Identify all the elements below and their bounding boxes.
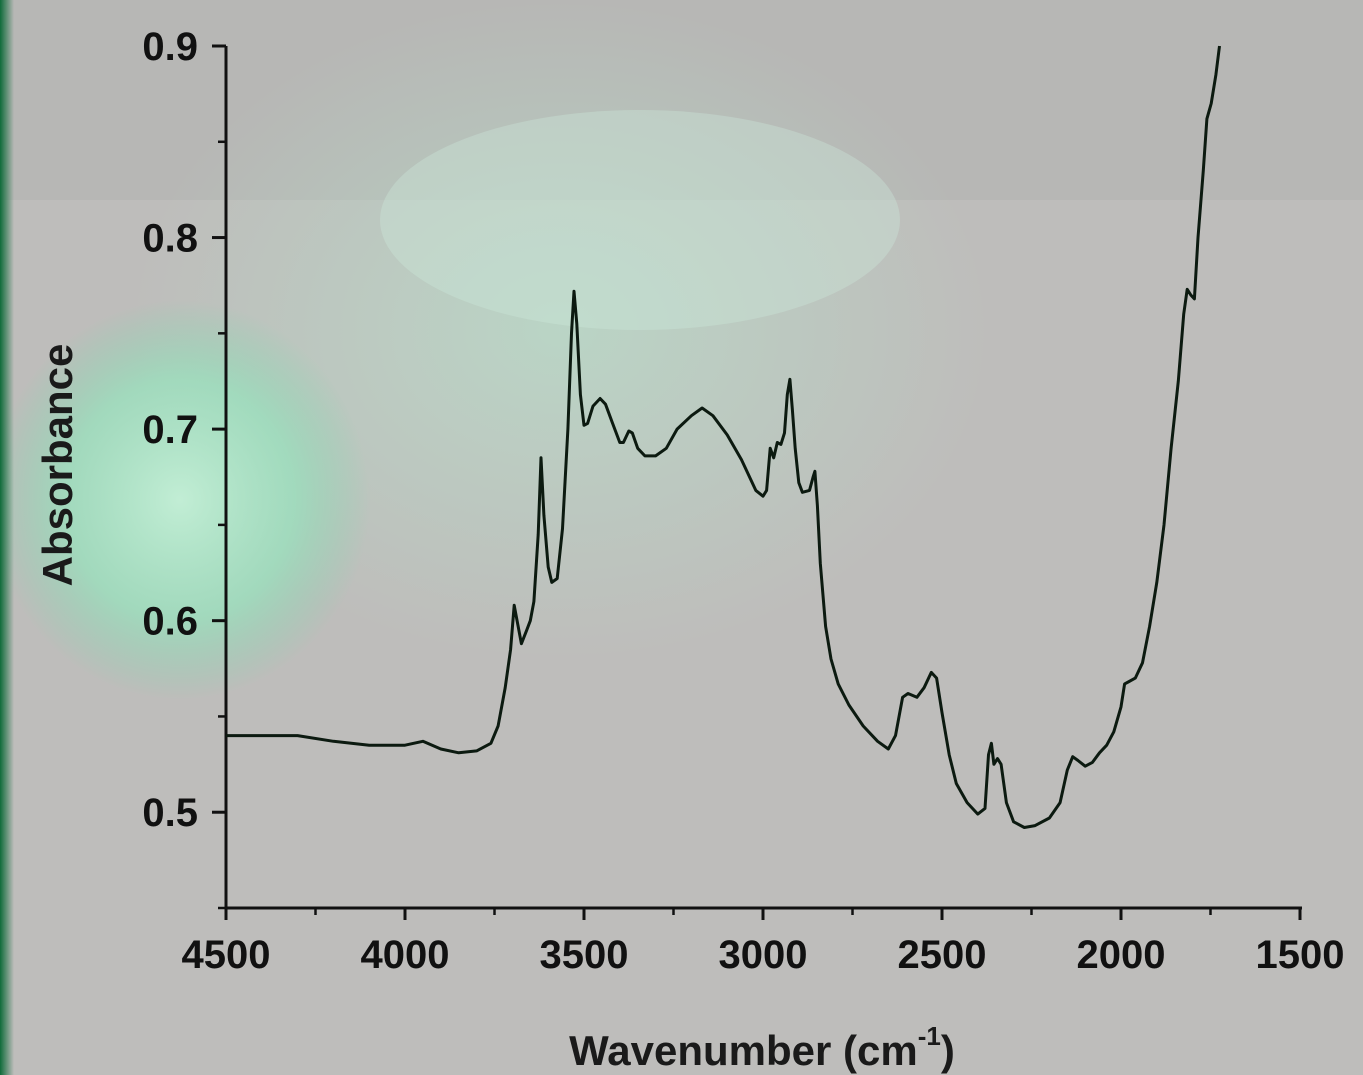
y-tick-label: 0.6 [142,600,198,644]
x-ticks: 4500 4000 3500 3000 2500 2000 1500 [182,908,1345,977]
x-tick-label: 1500 [1256,933,1345,977]
x-tick-label: 4000 [361,933,450,977]
x-tick-label: 2500 [898,933,987,977]
y-axis-title: Absorbance [34,344,81,587]
x-tick-label: 2000 [1077,933,1166,977]
x-axis-title: Wavenumber (cm-1) [569,1021,955,1074]
x-tick-label: 3500 [540,933,629,977]
axes [224,46,1302,910]
y-tick-label: 0.7 [142,408,198,452]
y-tick-label: 0.5 [142,791,198,835]
y-tick-label: 0.9 [142,25,198,69]
x-tick-label: 3000 [719,933,808,977]
absorbance-series-line [226,45,1221,829]
x-tick-label: 4500 [182,933,271,977]
y-tick-label: 0.8 [142,217,198,261]
y-ticks: 0.5 0.6 0.7 0.8 0.9 [142,25,226,910]
x-axis-title-main: Wavenumber (cm [569,1027,918,1074]
x-axis-title-superscript: -1 [918,1021,941,1051]
x-axis-title-close: ) [941,1027,955,1074]
